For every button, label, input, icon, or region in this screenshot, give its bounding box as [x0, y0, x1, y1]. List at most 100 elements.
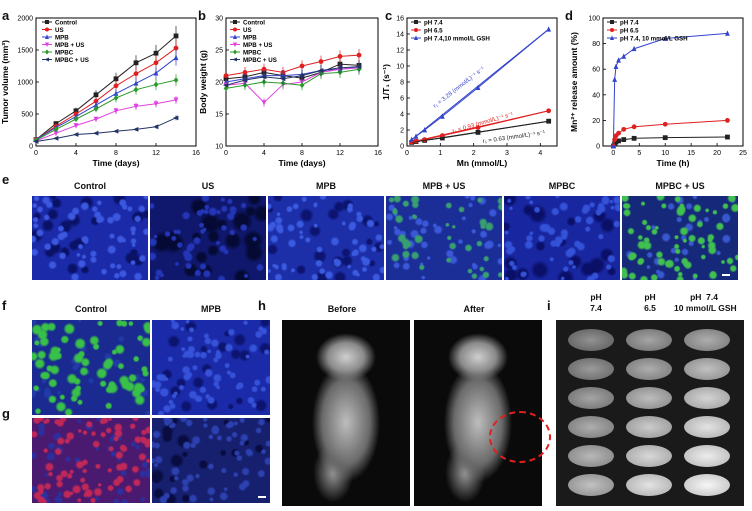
microscopy-image-g-mpb	[152, 418, 270, 503]
data-point	[133, 60, 139, 66]
data-point	[153, 101, 159, 107]
data-point	[173, 54, 179, 61]
data-point	[93, 105, 99, 112]
data-point	[612, 76, 618, 82]
data-point	[73, 123, 79, 129]
legend-entry: pH 7.4, 10 mmol/L GSH	[620, 36, 688, 43]
y-tick-label: 500	[21, 112, 33, 119]
legend-entry: MPBC	[55, 50, 74, 57]
data-point	[613, 63, 619, 70]
series-line	[225, 54, 360, 77]
microscopy-image	[504, 196, 620, 280]
y-tick-label: 15	[215, 112, 223, 119]
y-tick-label: 2	[400, 128, 404, 135]
data-point	[113, 128, 119, 134]
y-tick-label: 10	[396, 64, 404, 71]
phantom-sample	[684, 358, 730, 380]
panel-label-d: d	[565, 8, 573, 23]
x-tick-label: 0	[224, 150, 228, 157]
mri-label: After	[463, 304, 485, 314]
fit-line	[411, 110, 549, 143]
data-point	[173, 45, 179, 51]
x-tick-label: 16	[374, 150, 382, 157]
data-point	[33, 139, 39, 144]
chart-b-body-weight: 0 4 8 12 16 10 15 20 25 30 Time (days) Body weight …	[198, 16, 382, 169]
data-point	[153, 124, 159, 130]
y-tick-label: 0	[596, 144, 600, 151]
microscopy-label: Control	[74, 181, 106, 191]
data-point	[93, 102, 99, 108]
series-mpbc	[33, 74, 179, 144]
chart-d-mn-release: 0 5 10 15 20 25 0 20 40 60 80 100 Time (h) Mn²⁺ relea…	[569, 16, 747, 169]
x-tick-label: 4	[262, 150, 266, 157]
microscopy-label: Control	[75, 304, 107, 314]
data-point	[113, 83, 119, 89]
phantom-sample	[684, 445, 730, 467]
phantom-sample	[626, 416, 672, 438]
y-tick-label: 60	[592, 67, 600, 74]
microscopy-image	[386, 196, 502, 280]
data-point	[93, 92, 99, 98]
data-point	[299, 73, 305, 78]
data-point	[613, 139, 619, 145]
y-tick-label: 0	[29, 144, 33, 151]
series-us	[33, 39, 179, 143]
data-point	[631, 124, 637, 130]
series-line	[225, 67, 360, 104]
legend-marker	[45, 49, 49, 55]
legend-entry: pH 7.4,10 mmol/L GSH	[424, 36, 490, 43]
y-tick-label: 10	[215, 144, 223, 151]
phantom-column-label: pH 7.4	[590, 292, 602, 313]
phantom-sample	[684, 329, 730, 351]
y-tick-label: 30	[215, 16, 223, 23]
data-point	[153, 50, 159, 56]
y-tick-label: 20	[592, 118, 600, 125]
microscopy-image	[150, 196, 266, 280]
data-point	[223, 76, 229, 82]
microscopy-label: US	[201, 181, 215, 191]
microscopy-label: MPBC	[548, 181, 576, 191]
data-point	[93, 130, 99, 136]
x-tick-label: 10	[661, 150, 669, 157]
legend-marker	[232, 57, 237, 62]
y-tick-label: 16	[396, 16, 404, 23]
data-point	[725, 118, 730, 123]
y-tick-label: 1500	[17, 48, 33, 55]
scale-bar	[258, 496, 266, 498]
data-point	[53, 126, 59, 133]
x-tick-label: 12	[336, 150, 344, 157]
data-point	[242, 77, 248, 83]
legend: pH 7.4pH 6.5pH 7.4,10 mmol/L GSH	[411, 20, 490, 43]
x-tick-label: 25	[739, 150, 747, 157]
phantom-sample	[684, 416, 730, 438]
y-tick-label: 12	[396, 48, 404, 55]
tumor-highlight-circle	[489, 411, 551, 463]
data-point	[53, 121, 59, 126]
panel-label-i: i	[547, 298, 551, 313]
data-point	[133, 86, 139, 93]
legend-marker	[45, 42, 49, 48]
microscopy-image	[32, 196, 148, 280]
data-point	[53, 130, 59, 137]
microscopy-label: MPBC + US	[655, 181, 705, 191]
data-point	[261, 66, 267, 72]
data-point	[133, 126, 139, 132]
series-line	[35, 57, 177, 141]
phantom-sample	[568, 416, 614, 438]
legend-entry: MPB + US	[243, 42, 272, 49]
series-mpbc-us	[223, 60, 362, 88]
legend-entry: MPBC + US	[55, 57, 89, 64]
legend-entry: Control	[55, 20, 77, 27]
y-tick-label: 40	[592, 92, 600, 99]
data-point	[133, 80, 139, 86]
data-point	[113, 76, 119, 82]
phantom-sample	[626, 329, 672, 351]
legend-entry: pH 6.5	[424, 28, 443, 35]
data-point	[153, 70, 159, 76]
legend-marker	[414, 35, 418, 40]
x-axis-label: Time (days)	[92, 158, 139, 168]
y-axis-label: Body weight (g)	[198, 50, 208, 114]
x-axis-label: Time (h)	[657, 158, 690, 168]
data-point	[621, 126, 627, 132]
